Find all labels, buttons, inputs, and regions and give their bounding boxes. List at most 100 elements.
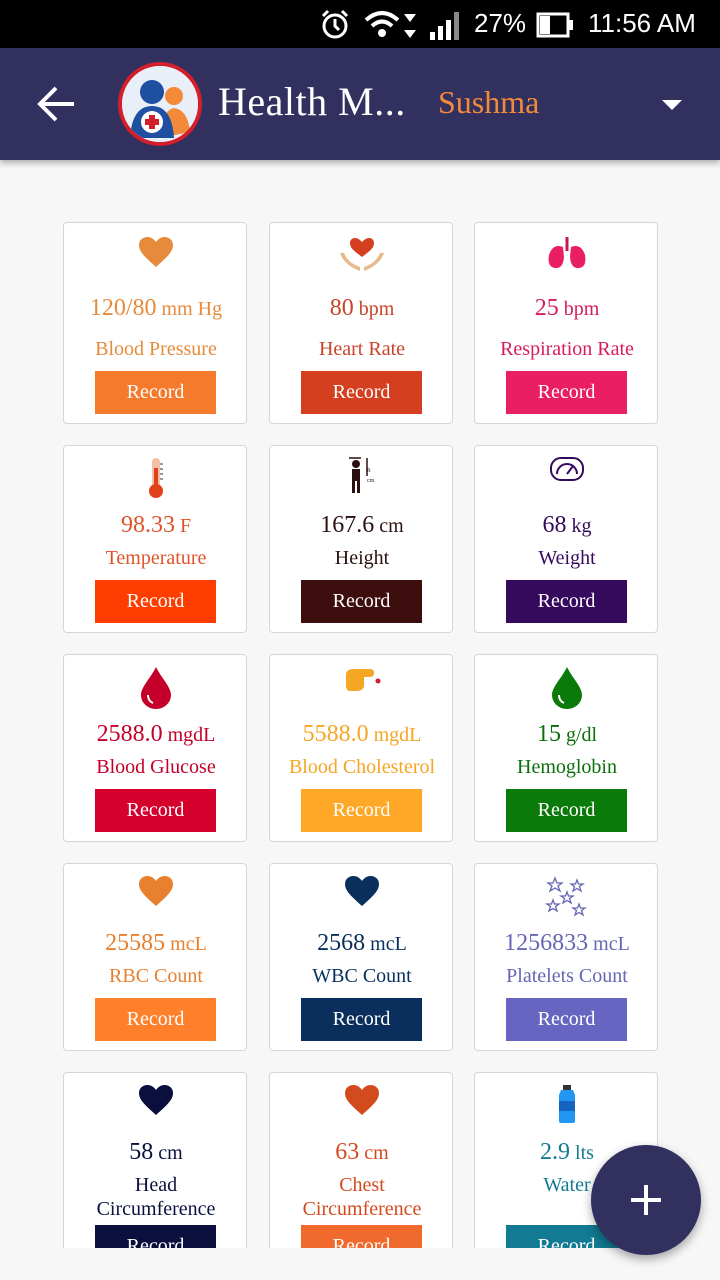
metric-card: 15 g/dl Hemoglobin Record: [474, 654, 658, 842]
metric-unit: mcL: [365, 933, 407, 955]
metric-number: 2.9: [540, 1139, 571, 1165]
metric-value: 63 cm: [270, 1139, 454, 1166]
record-button[interactable]: Record: [506, 371, 627, 414]
record-button[interactable]: Record: [95, 371, 216, 414]
user-selector[interactable]: Sushma: [438, 84, 540, 120]
metric-card: 1256833 mcL Platelets Count Record: [474, 863, 658, 1051]
metric-unit: mm Hg: [156, 298, 223, 320]
add-fab-button[interactable]: [591, 1145, 701, 1255]
metric-number: 2568: [317, 930, 366, 956]
record-button[interactable]: Record: [301, 580, 422, 623]
metric-label: Platelets Count: [506, 965, 628, 987]
metrics-grid: 120/80 mm Hg Blood Pressure Record 80 bpm He…: [0, 160, 720, 1248]
metric-label: Blood Glucose: [96, 756, 216, 778]
heart-icon: [64, 1083, 248, 1122]
metric-unit: bpm: [558, 298, 600, 320]
back-arrow-icon[interactable]: [36, 84, 80, 124]
metric-card: 2588.0 mgdL Blood Glucose Record: [63, 654, 247, 842]
metric-value: 98.33 F: [64, 512, 248, 539]
record-button[interactable]: Record: [301, 789, 422, 832]
metric-number: 120/80: [89, 295, 157, 321]
scale-icon: [475, 456, 659, 487]
metric-value: 25 bpm: [475, 295, 659, 322]
heart-icon: [64, 235, 248, 274]
record-button[interactable]: Record: [95, 789, 216, 832]
metric-number: 58: [129, 1139, 154, 1165]
svg-text:cm: cm: [367, 478, 375, 484]
metric-card: 80 bpm Heart Rate Record: [269, 222, 453, 424]
metric-card: 5588.0 mgdL Blood Cholesterol Record: [269, 654, 453, 842]
metric-value: 15 g/dl: [475, 721, 659, 748]
record-button[interactable]: Record: [506, 998, 627, 1041]
height-icon: ft cm: [270, 456, 454, 501]
app-title: Health M...: [218, 79, 406, 124]
record-button[interactable]: Record: [95, 1225, 216, 1248]
metric-unit: kg: [566, 515, 592, 537]
metric-label: Hemoglobin: [517, 756, 617, 778]
alarm-icon: [318, 8, 352, 49]
metric-label: Blood Cholesterol: [288, 756, 436, 778]
record-button[interactable]: Record: [301, 998, 422, 1041]
metric-unit: cm: [374, 515, 404, 537]
metric-label: Water: [543, 1174, 591, 1196]
metric-label: Head Circumference: [96, 1174, 216, 1220]
metric-value: 25585 mcL: [64, 930, 248, 957]
metric-number: 98.33: [120, 512, 175, 538]
metric-value: 2588.0 mgdL: [64, 721, 248, 748]
blood-drop-icon: [64, 665, 248, 716]
record-button[interactable]: Record: [301, 1225, 422, 1248]
record-button[interactable]: Record: [95, 998, 216, 1041]
metric-value: 58 cm: [64, 1139, 248, 1166]
metric-label: Heart Rate: [318, 338, 406, 360]
svg-text:ft: ft: [367, 467, 371, 474]
heart-icon: [64, 874, 248, 913]
metric-label: Respiration Rate: [500, 338, 634, 360]
metric-unit: mcL: [588, 933, 630, 955]
wifi-icon: [362, 8, 418, 49]
metric-number: 68: [542, 512, 567, 538]
metric-value: 1256833 mcL: [475, 930, 659, 957]
metric-unit: bpm: [353, 298, 395, 320]
status-bar: 27% 11:56 AM: [0, 0, 720, 48]
metric-label: Height: [334, 547, 390, 569]
heart-icon: [270, 1083, 454, 1122]
heart-hands-icon: [270, 235, 454, 280]
metric-card: ft cm 167.6 cm Height Record: [269, 445, 453, 633]
metric-number: 1256833: [504, 930, 589, 956]
metric-label: WBC Count: [312, 965, 412, 987]
metric-card: 25 bpm Respiration Rate Record: [474, 222, 658, 424]
metric-label: RBC Count: [109, 965, 203, 987]
metric-card: 25585 mcL RBC Count Record: [63, 863, 247, 1051]
metric-value: 2.9 lts: [475, 1139, 659, 1166]
metric-unit: lts: [570, 1142, 594, 1164]
battery-icon: [536, 8, 576, 49]
dropdown-arrow-icon[interactable]: [662, 100, 682, 110]
metric-unit: cm: [153, 1142, 183, 1164]
metric-card: 2568 mcL WBC Count Record: [269, 863, 453, 1051]
record-button[interactable]: Record: [301, 371, 422, 414]
metric-number: 80: [329, 295, 354, 321]
metric-card: 58 cm Head Circumference Record: [63, 1072, 247, 1248]
metric-label: Blood Pressure: [95, 338, 217, 360]
metric-value: 2568 mcL: [270, 930, 454, 957]
water-bottle-icon: [475, 1083, 659, 1130]
metric-card: 63 cm Chest Circumference Record: [269, 1072, 453, 1248]
metric-label: Temperature: [105, 547, 207, 569]
record-button[interactable]: Record: [95, 580, 216, 623]
metric-number: 5588.0: [302, 721, 369, 747]
green-drop-icon: [475, 665, 659, 716]
record-button[interactable]: Record: [506, 1225, 627, 1248]
record-button[interactable]: Record: [506, 580, 627, 623]
record-button[interactable]: Record: [506, 789, 627, 832]
metric-label: Chest Circumference: [302, 1174, 422, 1220]
metric-value: 68 kg: [475, 512, 659, 539]
metric-number: 63: [335, 1139, 360, 1165]
stars-icon: [475, 874, 659, 923]
metric-value: 167.6 cm: [270, 512, 454, 539]
thermometer-icon: [64, 456, 248, 505]
metric-number: 167.6: [320, 512, 375, 538]
metric-unit: g/dl: [560, 724, 598, 746]
signal-icon: [428, 8, 466, 49]
lungs-icon: [475, 235, 659, 276]
metric-number: 15: [536, 721, 561, 747]
